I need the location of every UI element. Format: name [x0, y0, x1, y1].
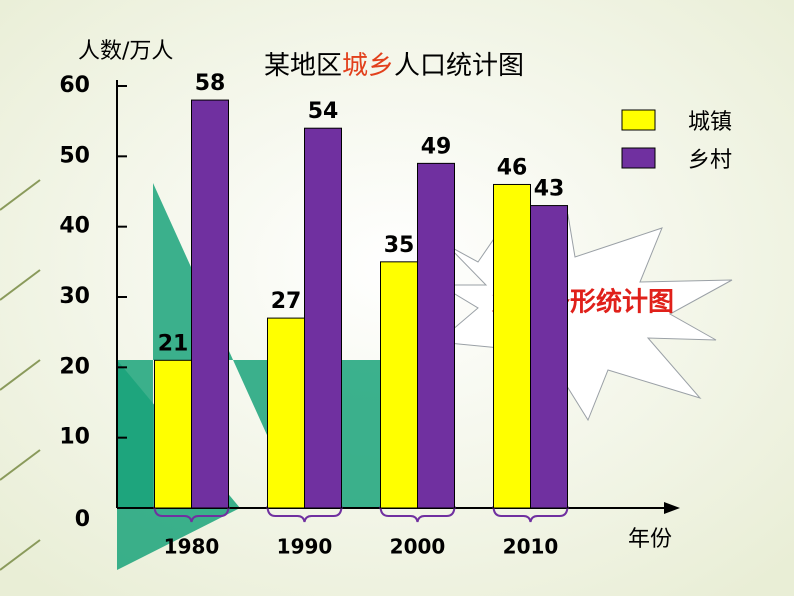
x-tick-label: 2000: [390, 535, 446, 559]
bar: [154, 359, 192, 509]
category-brace: [153, 505, 230, 523]
data-label: 21: [158, 331, 189, 356]
y-tick-label: 30: [59, 284, 90, 309]
y-tick-label: 50: [59, 143, 90, 168]
data-label: 46: [497, 155, 528, 180]
x-tick-label: 1990: [277, 535, 333, 559]
data-label: 49: [421, 134, 452, 159]
legend-label: 乡村: [688, 148, 732, 173]
x-tick-label: 2010: [503, 535, 559, 559]
x-axis-label: 年份: [628, 527, 672, 552]
legend-swatch: [621, 147, 656, 169]
category-brace: [379, 505, 456, 523]
bar: [267, 317, 305, 509]
bar: [493, 183, 531, 509]
category-brace: [266, 505, 343, 523]
data-label: 54: [308, 99, 339, 124]
data-label: 58: [195, 71, 226, 96]
data-label: 43: [534, 177, 565, 202]
y-tick-label: 20: [59, 354, 90, 379]
chart-title: 某地区城乡人口统计图: [264, 51, 524, 81]
category-brace: [492, 505, 569, 523]
x-tick-label: 1980: [164, 535, 220, 559]
decor-stripes: [0, 179, 41, 571]
y-tick-label: 40: [59, 214, 90, 239]
legend-swatch: [621, 109, 656, 131]
bar: [304, 127, 342, 509]
data-label: 35: [384, 233, 415, 258]
bar: [191, 99, 229, 509]
x-axis-arrow: [664, 502, 680, 514]
data-label: 27: [271, 289, 302, 314]
bar: [380, 261, 418, 509]
legend-label: 城镇: [688, 110, 732, 135]
y-tick-label: 10: [59, 425, 90, 450]
y-tick-label: 0: [75, 507, 90, 532]
bar: [530, 205, 568, 509]
y-tick-label: 60: [59, 73, 90, 98]
bar: [417, 162, 455, 509]
y-axis-label: 人数/万人: [78, 39, 173, 64]
